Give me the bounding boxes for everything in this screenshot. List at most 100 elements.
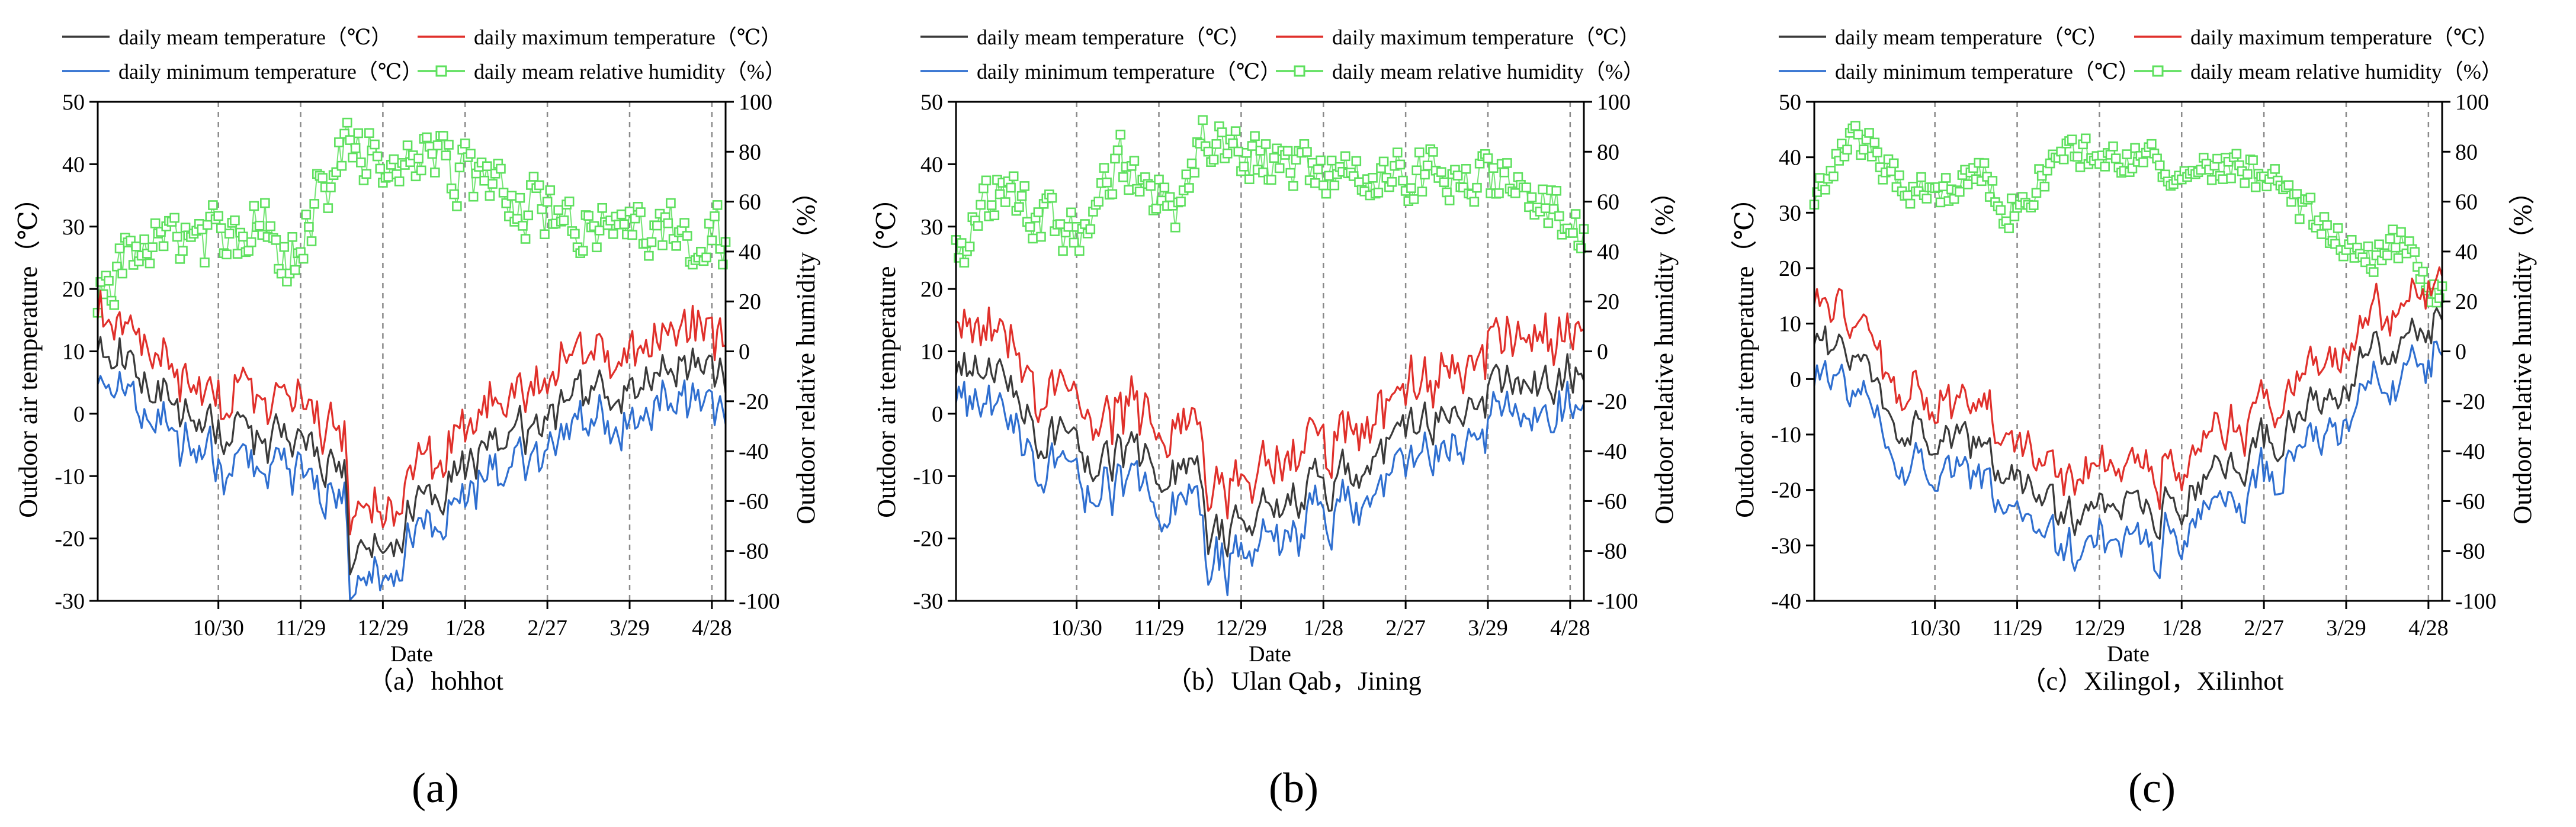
- y2-tick-label: 0: [2455, 340, 2466, 365]
- humidity-point: [1019, 181, 1030, 191]
- humidity-point: [326, 182, 336, 192]
- humidity-point: [356, 157, 366, 168]
- y2-tick-label: 0: [1597, 340, 1608, 365]
- x-tick-label: 12/29: [1215, 616, 1267, 641]
- humidity-point: [501, 198, 511, 208]
- humidity-point: [213, 211, 223, 221]
- x-axis: 10/30 11/29 12/29 1/28 2/27 3/29 4/28: [1909, 601, 2449, 641]
- humidity-point: [1055, 219, 1066, 229]
- humidity-point: [2212, 153, 2222, 164]
- humidity-point: [1184, 183, 1194, 193]
- legend: daily meam temperature（℃） daily maximum t…: [920, 25, 1644, 83]
- y-tick-label: -30: [913, 589, 943, 614]
- y-tick-label: 20: [1779, 256, 1801, 281]
- y-tick-label: 40: [1779, 146, 1801, 170]
- humidity-point: [1864, 128, 1874, 138]
- y2-tick-label: -100: [739, 589, 780, 614]
- humidity-point: [1274, 163, 1285, 173]
- humidity-point: [636, 207, 646, 217]
- chart-panel-c: -40-30-20-1001020304050-100-80-60-40-200…: [1730, 25, 2537, 812]
- y2-tick-label: 80: [2455, 140, 2478, 165]
- humidity-point: [350, 143, 361, 153]
- humidity-point: [1085, 224, 1096, 234]
- x-tick-label: 11/29: [275, 616, 326, 641]
- humidity-point: [1146, 181, 1156, 191]
- humidity-point: [1316, 155, 1326, 166]
- humidity-point: [2226, 173, 2236, 184]
- humidity-point: [150, 218, 161, 229]
- humidity-point: [230, 215, 240, 226]
- x-tick-label: 4/28: [2408, 616, 2449, 641]
- humidity-point: [370, 139, 380, 150]
- y-tick-label: -30: [1771, 533, 1801, 558]
- x-axis-title: Date: [1249, 642, 1291, 667]
- y-tick-label: 50: [920, 90, 943, 115]
- humidity-point: [2080, 133, 2091, 144]
- y2-tick-label: -40: [2455, 439, 2485, 464]
- humidity-point: [1313, 164, 1323, 175]
- humidity-point: [1159, 182, 1170, 193]
- humidity-point: [1324, 170, 1334, 181]
- x-tick-label: 2/27: [527, 616, 567, 641]
- humidity-point: [1239, 162, 1249, 172]
- x-tick-label: 11/29: [1134, 616, 1184, 641]
- humidity-point: [2250, 182, 2261, 192]
- humidity-point: [449, 189, 460, 199]
- humidity-point: [1250, 131, 1260, 141]
- humidity-point: [559, 215, 569, 226]
- humidity-point: [1244, 174, 1255, 185]
- humidity-point: [2382, 250, 2392, 260]
- series-min-temperature: [955, 381, 1585, 597]
- y-tick-label: 30: [920, 215, 943, 240]
- series-humidity: [92, 117, 731, 318]
- humidity-point: [260, 198, 270, 208]
- humidity-point: [1444, 195, 1455, 205]
- humidity-point: [1318, 180, 1329, 191]
- x-axis: 10/30 11/29 12/29 1/28 2/27 3/29 4/28: [1051, 601, 1590, 641]
- humidity-point: [2122, 149, 2132, 159]
- humidity-point: [298, 253, 309, 264]
- humidity-point: [644, 250, 654, 261]
- humidity-point: [704, 218, 714, 229]
- y-tick-label: 40: [62, 152, 85, 177]
- humidity-point: [679, 218, 689, 228]
- humidity-point: [1548, 204, 1559, 214]
- humidity-point: [528, 172, 539, 182]
- humidity-point: [131, 241, 142, 252]
- y-tick-label: -10: [54, 464, 85, 489]
- y2-tick-label: -60: [2455, 489, 2485, 514]
- humidity-point: [995, 189, 1005, 199]
- humidity-point: [1938, 181, 1948, 192]
- humidity-point: [460, 139, 470, 149]
- humidity-point: [1170, 222, 1180, 233]
- y-tick-label: -20: [1771, 478, 1801, 503]
- humidity-point: [1000, 197, 1010, 207]
- series-humidity: [1809, 121, 2447, 308]
- y2-tick-label: -20: [739, 390, 769, 414]
- humidity-point: [2130, 143, 2140, 153]
- humidity-point: [1955, 186, 1965, 197]
- humidity-point: [238, 231, 248, 242]
- humidity-point: [353, 128, 364, 139]
- humidity-point: [1047, 192, 1057, 203]
- x-tick-label: 2/27: [1385, 616, 1426, 641]
- x-tick-label: 4/28: [692, 616, 732, 641]
- y2-tick-label: 60: [2455, 190, 2478, 215]
- humidity-point: [1069, 237, 1079, 248]
- humidity-point: [1028, 233, 1038, 244]
- series-max-temperature: [1813, 266, 2443, 510]
- humidity-point: [553, 205, 563, 215]
- y2-tick-label: -100: [2455, 589, 2497, 614]
- humidity-point: [1903, 190, 1913, 201]
- humidity-point: [1154, 174, 1164, 185]
- y2-tick-label: -80: [2455, 539, 2485, 564]
- humidity-point: [2004, 223, 2014, 233]
- humidity-point: [178, 246, 188, 256]
- humidity-point: [487, 179, 498, 189]
- y2-tick-label: -60: [739, 489, 769, 514]
- humidity-point: [1036, 231, 1046, 242]
- humidity-point: [265, 221, 275, 231]
- humidity-point: [1494, 188, 1504, 198]
- y2-tick-label: 100: [739, 90, 772, 115]
- humidity-point: [1820, 185, 1830, 195]
